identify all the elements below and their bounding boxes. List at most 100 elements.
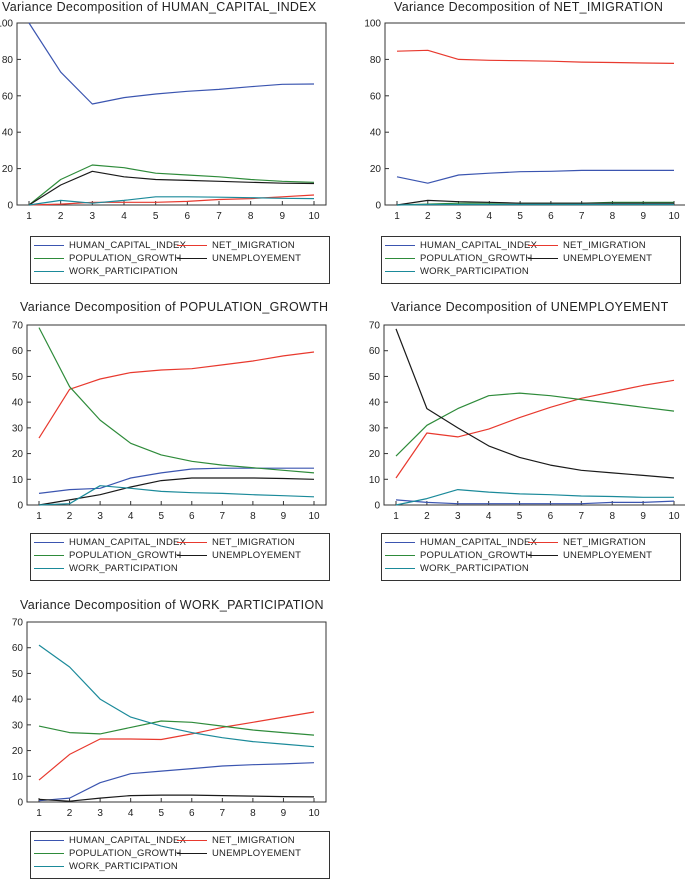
y-tick-label: 20 xyxy=(12,746,24,757)
series-line-work-participation xyxy=(28,196,315,206)
series-line-population-growth xyxy=(38,720,315,736)
x-tick-label: 9 xyxy=(640,211,646,222)
x-tick-label: 2 xyxy=(424,511,430,522)
legend-item: WORK_PARTICIPATION xyxy=(385,563,529,574)
x-tick-label: 6 xyxy=(189,808,195,819)
legend-item: UNEMPLOYEMENT xyxy=(528,550,652,561)
y-tick-label: 30 xyxy=(12,423,24,434)
plot-frame xyxy=(26,324,327,506)
y-tick-label: 20 xyxy=(2,164,14,175)
legend-item: POPULATION_GROWTH xyxy=(385,550,532,561)
y-tick-label: 0 xyxy=(375,201,381,212)
x-tick-label: 2 xyxy=(425,211,431,222)
legend-swatch xyxy=(385,542,415,543)
y-tick-label: 40 xyxy=(12,695,24,706)
legend-swatch xyxy=(34,853,64,854)
legend-swatch xyxy=(34,840,64,841)
x-tick-label: 4 xyxy=(487,211,493,222)
series-line-population-growth xyxy=(395,392,675,457)
y-tick-label: 30 xyxy=(369,423,381,434)
series-line-work-participation xyxy=(395,489,674,506)
legend-item: WORK_PARTICIPATION xyxy=(385,266,529,277)
series-line-net-imigration xyxy=(395,379,675,479)
y-tick-label: 60 xyxy=(12,346,24,357)
chart-title: Variance Decomposition of WORK_PARTICIPA… xyxy=(20,598,324,612)
legend-swatch xyxy=(177,245,207,246)
legend-swatch xyxy=(528,542,558,543)
y-tick-label: 30 xyxy=(12,720,24,731)
x-tick-label: 10 xyxy=(308,808,320,819)
legend-swatch xyxy=(177,840,207,841)
x-tick-label: 4 xyxy=(128,511,134,522)
legend-label: HUMAN_CAPITAL_INDEX xyxy=(420,537,538,548)
series-line-unemployement xyxy=(28,170,315,206)
y-tick-label: 0 xyxy=(17,501,23,512)
chart-title: Variance Decomposition of HUMAN_CAPITAL_… xyxy=(2,0,317,14)
x-tick-label: 5 xyxy=(153,211,159,222)
y-tick-label: 60 xyxy=(12,643,24,654)
legend: HUMAN_CAPITAL_INDEX NET_IMIGRATION POPULAT… xyxy=(381,236,681,284)
legend-swatch xyxy=(34,866,64,867)
x-tick-label: 8 xyxy=(248,211,254,222)
plot-frame xyxy=(16,22,327,206)
x-tick-label: 10 xyxy=(308,511,320,522)
legend-label: WORK_PARTICIPATION xyxy=(420,563,529,574)
x-tick-label: 1 xyxy=(26,211,32,222)
legend-label: POPULATION_GROWTH xyxy=(420,253,533,264)
legend-label: WORK_PARTICIPATION xyxy=(420,266,529,277)
legend-label: HUMAN_CAPITAL_INDEX xyxy=(69,537,187,548)
x-tick-label: 2 xyxy=(67,808,73,819)
y-tick-label: 10 xyxy=(369,475,381,486)
series-line-human-capital-index xyxy=(38,467,314,494)
x-tick-label: 8 xyxy=(250,808,256,819)
y-tick-label: 40 xyxy=(370,128,382,139)
legend-item: POPULATION_GROWTH xyxy=(34,848,181,859)
legend-label: UNEMPLOYEMENT xyxy=(563,253,653,264)
x-tick-label: 8 xyxy=(609,511,615,522)
x-tick-label: 1 xyxy=(394,211,400,222)
x-tick-label: 3 xyxy=(97,808,103,819)
series-line-unemployement xyxy=(38,794,315,802)
legend-swatch xyxy=(177,853,207,854)
legend-label: POPULATION_GROWTH xyxy=(420,550,533,561)
legend-item: UNEMPLOYEMENT xyxy=(177,253,301,264)
legend-label: HUMAN_CAPITAL_INDEX xyxy=(69,240,187,251)
legend-label: UNEMPLOYEMENT xyxy=(212,550,302,561)
y-tick-label: 0 xyxy=(17,798,23,809)
x-tick-label: 1 xyxy=(36,808,42,819)
plot-frame xyxy=(26,621,327,803)
legend-item: HUMAN_CAPITAL_INDEX xyxy=(34,835,186,846)
x-tick-label: 6 xyxy=(548,211,554,222)
series-line-human-capital-index xyxy=(38,762,315,802)
legend-swatch xyxy=(528,555,558,556)
legend-swatch xyxy=(34,258,64,259)
y-tick-label: 60 xyxy=(370,91,382,102)
legend-swatch xyxy=(528,258,558,259)
legend-item: HUMAN_CAPITAL_INDEX xyxy=(34,240,186,251)
x-tick-label: 5 xyxy=(158,808,164,819)
x-tick-label: 6 xyxy=(185,211,191,222)
series-line-unemployement xyxy=(395,328,675,479)
series-line-work-participation xyxy=(38,644,315,748)
x-tick-label: 3 xyxy=(455,511,461,522)
x-tick-label: 8 xyxy=(610,211,616,222)
x-tick-label: 2 xyxy=(58,211,64,222)
series-line-population-growth xyxy=(28,164,315,206)
x-tick-label: 7 xyxy=(220,808,226,819)
series-line-unemployement xyxy=(38,477,315,506)
legend-label: WORK_PARTICIPATION xyxy=(69,266,178,277)
x-tick-label: 9 xyxy=(280,211,286,222)
series-line-work-participation xyxy=(396,203,674,206)
y-tick-label: 50 xyxy=(12,669,24,680)
legend-label: NET_IMIGRATION xyxy=(563,537,646,548)
legend-swatch xyxy=(385,245,415,246)
x-tick-label: 2 xyxy=(67,511,73,522)
series-line-net-imigration xyxy=(38,711,315,781)
legend-item: WORK_PARTICIPATION xyxy=(34,563,178,574)
legend: HUMAN_CAPITAL_INDEX NET_IMIGRATION POPULAT… xyxy=(381,533,681,581)
legend-item: NET_IMIGRATION xyxy=(177,835,295,846)
x-tick-label: 9 xyxy=(640,511,646,522)
y-tick-label: 60 xyxy=(369,346,381,357)
legend-item: NET_IMIGRATION xyxy=(528,537,646,548)
